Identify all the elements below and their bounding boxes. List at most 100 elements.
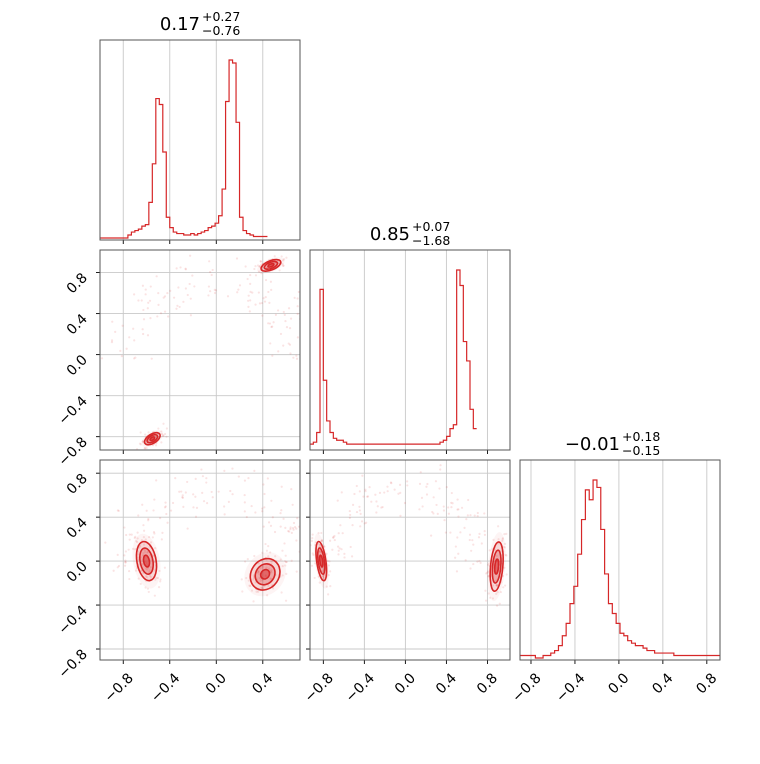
sample-point xyxy=(267,584,270,587)
sample-point xyxy=(362,495,365,498)
sample-point xyxy=(359,512,362,515)
sample-point xyxy=(263,492,266,496)
sample-point xyxy=(457,508,460,511)
sample-point xyxy=(186,527,189,530)
sample-point xyxy=(491,584,495,587)
sample-point xyxy=(214,289,218,292)
panel-title-2: −0.01 +0.18−0.15 xyxy=(565,429,661,458)
sample-point xyxy=(149,541,153,544)
sample-point xyxy=(279,332,283,336)
sample-point xyxy=(262,297,265,300)
sample-point xyxy=(383,491,386,494)
sample-point xyxy=(154,547,157,550)
sample-point xyxy=(317,342,319,344)
sample-point xyxy=(254,511,257,514)
sample-point xyxy=(166,291,169,295)
sample-point xyxy=(488,562,491,565)
sample-point xyxy=(279,512,282,515)
sample-point xyxy=(403,501,407,505)
sample-point xyxy=(143,549,147,552)
sample-point xyxy=(175,307,178,310)
sample-point xyxy=(210,490,213,494)
y-tick-label: −0.8 xyxy=(55,647,90,682)
histogram-frame-0 xyxy=(99,39,301,241)
sample-point xyxy=(153,498,156,501)
sample-point xyxy=(370,500,373,503)
sample-point xyxy=(431,510,434,514)
histogram-frame-2 xyxy=(519,459,721,661)
sample-point xyxy=(469,514,472,517)
sample-point xyxy=(223,469,226,472)
sample-point xyxy=(161,531,164,534)
sample-point xyxy=(273,530,277,534)
sample-point xyxy=(432,512,435,515)
sample-point xyxy=(487,592,490,595)
sample-point xyxy=(178,305,181,309)
sample-point xyxy=(164,432,167,436)
sample-point xyxy=(144,433,147,436)
sample-point xyxy=(450,501,453,504)
sample-point xyxy=(179,266,182,269)
sample-point xyxy=(326,559,329,563)
sample-point xyxy=(266,594,269,597)
sample-point xyxy=(399,491,402,494)
sample-point xyxy=(223,513,226,516)
sample-point xyxy=(389,481,393,484)
sample-point xyxy=(174,477,177,480)
sample-point xyxy=(317,575,320,578)
sample-point xyxy=(492,538,495,541)
sample-point xyxy=(194,477,197,480)
sample-point xyxy=(243,560,247,563)
y-tick-label: 0.0 xyxy=(64,352,91,379)
sample-point xyxy=(158,569,161,573)
sample-point xyxy=(112,569,115,572)
sample-point xyxy=(253,267,256,271)
sample-point xyxy=(134,569,138,572)
sample-point xyxy=(368,486,371,489)
sample-point xyxy=(503,566,506,569)
sample-point xyxy=(281,263,284,266)
contour-level xyxy=(267,262,275,268)
x-tick-label: −0.8 xyxy=(302,670,337,705)
sample-point xyxy=(176,304,179,307)
sample-point xyxy=(243,510,246,513)
sample-point xyxy=(343,556,346,559)
sample-point xyxy=(485,599,488,602)
sample-point xyxy=(421,505,424,508)
x-tick-label: 0.8 xyxy=(474,670,501,697)
sample-point xyxy=(201,491,204,494)
sample-point xyxy=(285,256,288,259)
sample-point xyxy=(146,334,150,337)
panel-grid-2-2 xyxy=(530,460,708,664)
sample-point xyxy=(281,574,284,577)
sample-point xyxy=(327,574,330,577)
sample-point xyxy=(247,579,250,582)
sample-point xyxy=(358,509,361,512)
sample-point xyxy=(236,291,239,294)
sample-point xyxy=(160,441,163,444)
sample-point xyxy=(137,553,140,556)
sample-point xyxy=(355,510,359,514)
sample-point xyxy=(146,551,149,554)
sample-point xyxy=(472,562,475,566)
sample-point xyxy=(117,509,120,512)
sample-point xyxy=(134,548,137,551)
x-tick-label: 0.4 xyxy=(249,670,276,697)
sample-point xyxy=(340,548,343,551)
sample-point xyxy=(328,560,331,563)
sample-point xyxy=(311,533,314,536)
sample-point xyxy=(124,550,127,553)
sample-point xyxy=(256,571,259,574)
sample-point xyxy=(189,254,192,257)
sample-point xyxy=(163,295,167,298)
sample-point xyxy=(271,587,275,590)
sample-point xyxy=(282,264,285,267)
sample-point xyxy=(284,319,287,323)
y-tick-label: 0.0 xyxy=(64,559,91,586)
sample-point xyxy=(135,540,138,543)
sample-point xyxy=(164,505,167,508)
sample-point xyxy=(280,255,283,258)
sample-point xyxy=(141,440,144,443)
sample-point xyxy=(398,483,402,486)
sample-point xyxy=(322,575,325,578)
